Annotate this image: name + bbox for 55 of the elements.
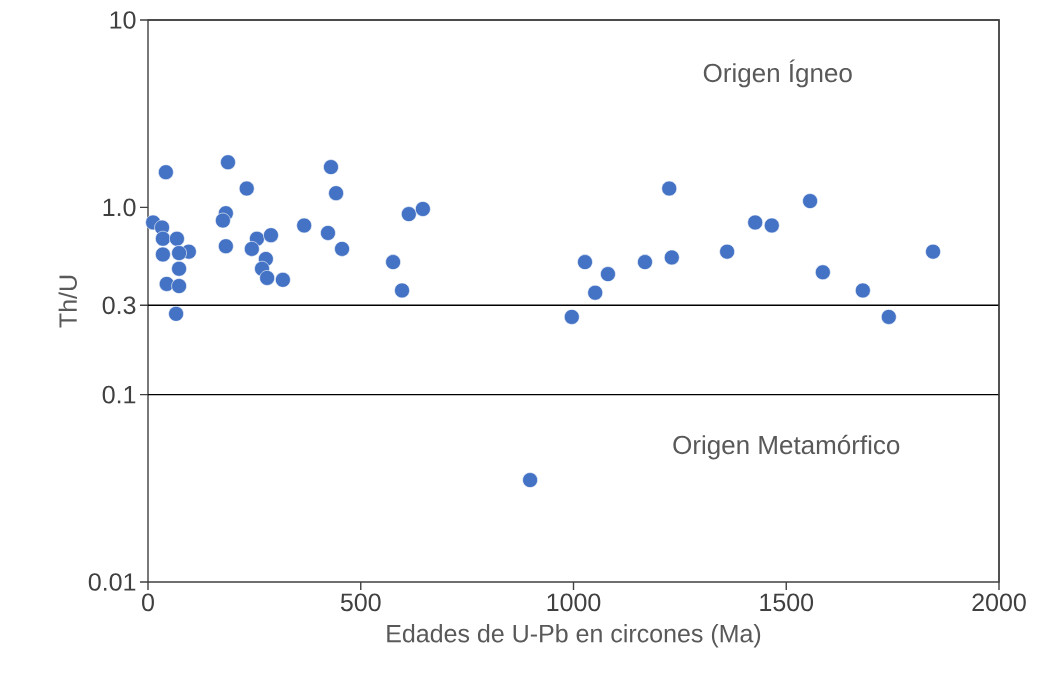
point (169, 230, 185, 247)
point (334, 241, 350, 257)
point (587, 284, 603, 301)
x-tick-label: 1500 (760, 593, 814, 612)
x-tick-label: 500 (340, 593, 381, 612)
point (171, 278, 187, 294)
point (415, 201, 431, 217)
point (218, 238, 234, 255)
point (385, 254, 401, 270)
point (259, 270, 275, 286)
point (215, 212, 231, 229)
point (171, 245, 187, 261)
point (802, 193, 818, 209)
y-tick-label: 10 (110, 11, 136, 29)
y-tick-label: 0.1 (102, 385, 136, 404)
point (155, 230, 171, 247)
point (637, 254, 653, 270)
point (323, 159, 339, 175)
y-tick-label: 0.3 (102, 296, 136, 315)
annotation: Origen Metamórfico (673, 434, 900, 460)
point (328, 185, 344, 201)
y-tick-label: 0.01 (88, 573, 136, 591)
point (220, 154, 236, 171)
point (275, 272, 291, 288)
point (719, 243, 735, 260)
point (158, 164, 174, 180)
y-axis-title: Th/U (58, 275, 77, 328)
point (244, 241, 260, 257)
annotation: Origen Ígneo (703, 59, 852, 88)
point (661, 180, 678, 197)
point (747, 214, 763, 231)
point (155, 246, 171, 263)
point (168, 306, 184, 322)
point (320, 225, 336, 241)
point (763, 217, 780, 234)
point (881, 309, 897, 325)
point (238, 180, 255, 197)
x-axis-title: Edades de U-Pb en circones (Ma) (387, 624, 761, 648)
x-tick-label: 1000 (547, 593, 601, 612)
point (600, 266, 616, 282)
point (394, 282, 410, 299)
point (522, 472, 538, 488)
point (564, 309, 580, 325)
point (263, 227, 279, 243)
point (815, 264, 831, 281)
y-tick-label: 1.0 (103, 198, 136, 217)
point (663, 249, 680, 266)
x-tick-label: 2000 (972, 593, 1026, 612)
point (577, 254, 593, 270)
point (171, 260, 187, 277)
x-tick-label: 0 (142, 593, 154, 612)
point (925, 243, 941, 260)
point (401, 206, 417, 222)
point (855, 282, 871, 299)
point (296, 217, 312, 234)
